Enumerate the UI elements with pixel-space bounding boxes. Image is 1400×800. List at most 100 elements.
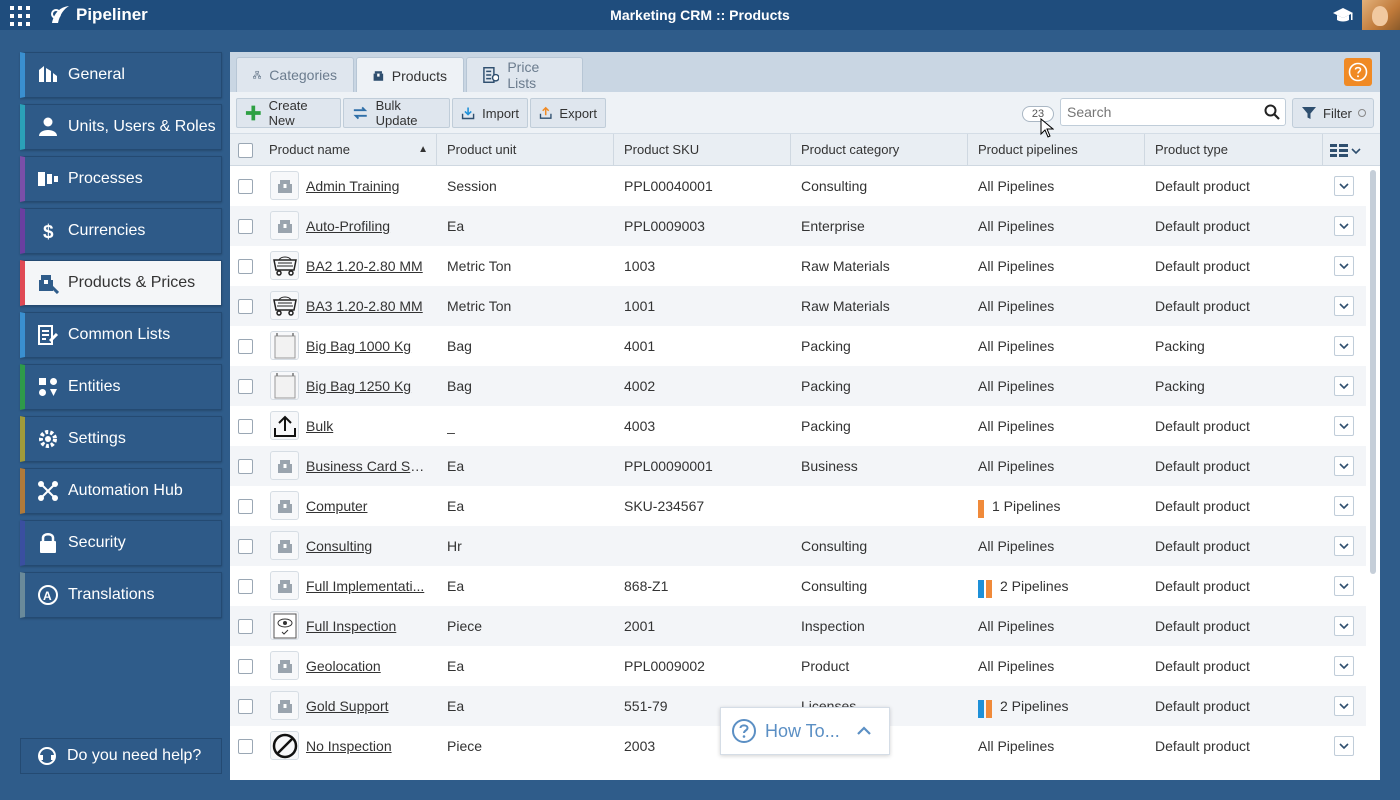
row-checkbox[interactable]: [238, 339, 253, 354]
table-row[interactable]: BA3 1.20-2.80 MM Metric Ton 1001 Raw Materi…: [230, 286, 1366, 326]
sidebar-item-general[interactable]: General: [20, 52, 222, 98]
product-name-link[interactable]: Geolocation: [306, 658, 381, 674]
row-actions-dropdown[interactable]: [1334, 176, 1354, 196]
product-name-link[interactable]: Full Inspection: [306, 618, 397, 634]
product-name-link[interactable]: Full Implementati...: [306, 578, 425, 594]
sidebar-item-automation-hub[interactable]: Automation Hub: [20, 468, 222, 514]
row-actions-dropdown[interactable]: [1334, 536, 1354, 556]
search-input[interactable]: [1060, 98, 1286, 126]
row-actions-dropdown[interactable]: [1334, 656, 1354, 676]
table-row[interactable]: Bulk _ 4003 Packing All Pipelines Default pro…: [230, 406, 1366, 446]
pipeliner-logo[interactable]: Pipeliner: [48, 3, 148, 27]
sidebar-item-settings[interactable]: Settings: [20, 416, 222, 462]
row-checkbox[interactable]: [238, 299, 253, 314]
user-avatar[interactable]: [1362, 0, 1400, 30]
chevron-up-icon[interactable]: [856, 726, 872, 736]
table-row[interactable]: Full Implementati... Ea 868-Z1 Consulting 2 …: [230, 566, 1366, 606]
row-checkbox[interactable]: [238, 739, 253, 754]
row-checkbox[interactable]: [238, 459, 253, 474]
table-row[interactable]: Consulting Hr Consulting All Pipelines Defau…: [230, 526, 1366, 566]
row-actions-dropdown[interactable]: [1334, 696, 1354, 716]
sidebar-item-common-lists[interactable]: Common Lists: [20, 312, 222, 358]
product-name-link[interactable]: Gold Support: [306, 698, 389, 714]
product-name-link[interactable]: Big Bag 1250 Kg: [306, 378, 412, 394]
how-to-widget[interactable]: How To...: [720, 707, 890, 755]
column-header-product-unit[interactable]: Product unit: [437, 134, 614, 166]
row-actions-dropdown[interactable]: [1334, 736, 1354, 756]
row-checkbox[interactable]: [238, 619, 253, 634]
row-checkbox[interactable]: [238, 499, 253, 514]
sidebar-item-currencies[interactable]: $ Currencies: [20, 208, 222, 254]
app-grid-icon[interactable]: [10, 6, 30, 26]
table-row[interactable]: Full Inspection Piece 2001 Inspection All Pi…: [230, 606, 1366, 646]
sidebar-item-products-prices[interactable]: Products & Prices: [20, 260, 222, 306]
row-checkbox[interactable]: [238, 219, 253, 234]
table-row[interactable]: Computer Ea SKU-234567 1 Pipelines Default p…: [230, 486, 1366, 526]
row-actions-dropdown[interactable]: [1334, 296, 1354, 316]
row-checkbox[interactable]: [238, 659, 253, 674]
product-name-link[interactable]: Bulk: [306, 418, 334, 434]
row-checkbox[interactable]: [238, 259, 253, 274]
tab-products[interactable]: Products: [356, 57, 464, 93]
help-question-button[interactable]: [1344, 58, 1372, 86]
search-icon[interactable]: [1264, 104, 1280, 120]
tab-categories[interactable]: Categories: [236, 57, 354, 92]
row-actions-dropdown[interactable]: [1334, 416, 1354, 436]
row-checkbox[interactable]: [238, 579, 253, 594]
row-checkbox[interactable]: [238, 419, 253, 434]
column-header-product-sku[interactable]: Product SKU: [614, 134, 791, 166]
table-row[interactable]: Business Card Sc... Ea PPL00090001 Business…: [230, 446, 1366, 486]
bulk-update-button[interactable]: Bulk Update: [343, 98, 450, 128]
import-button[interactable]: Import: [452, 98, 528, 128]
chevron-down-icon: [1339, 423, 1349, 430]
column-chooser-button[interactable]: [1330, 142, 1364, 160]
row-actions-dropdown[interactable]: [1334, 336, 1354, 356]
row-checkbox[interactable]: [238, 699, 253, 714]
product-name-link[interactable]: BA3 1.20-2.80 MM: [306, 298, 423, 314]
table-row[interactable]: Admin Training Session PPL00040001 Consulti…: [230, 166, 1366, 206]
product-name-link[interactable]: Business Card Sc...: [306, 458, 426, 474]
row-actions-dropdown[interactable]: [1334, 456, 1354, 476]
row-actions-dropdown[interactable]: [1334, 376, 1354, 396]
tab-price-lists[interactable]: Price Lists: [466, 57, 583, 92]
graduation-cap-icon[interactable]: [1332, 5, 1354, 25]
row-actions-dropdown[interactable]: [1334, 616, 1354, 636]
product-name-link[interactable]: Auto-Profiling: [306, 218, 391, 234]
product-name-link[interactable]: No Inspection: [306, 738, 392, 754]
export-button[interactable]: Export: [530, 98, 606, 128]
row-checkbox[interactable]: [238, 179, 253, 194]
row-actions-dropdown[interactable]: [1334, 496, 1354, 516]
row-checkbox[interactable]: [238, 539, 253, 554]
sidebar-item-security[interactable]: Security: [20, 520, 222, 566]
product-name-link[interactable]: Admin Training: [306, 178, 400, 194]
row-actions-dropdown[interactable]: [1334, 576, 1354, 596]
sidebar-item-units-users-roles[interactable]: Units, Users & Roles: [20, 104, 222, 150]
product-name-link[interactable]: Big Bag 1000 Kg: [306, 338, 412, 354]
column-header-product-pipelines[interactable]: Product pipelines: [968, 134, 1145, 166]
filter-button[interactable]: Filter: [1292, 98, 1374, 128]
product-name-link[interactable]: Consulting: [306, 538, 373, 554]
column-header-product-type[interactable]: Product type: [1145, 134, 1323, 166]
product-image: [270, 651, 299, 680]
help-button[interactable]: Do you need help?: [20, 738, 222, 774]
product-name-link[interactable]: Computer: [306, 498, 368, 514]
table-row[interactable]: Big Bag 1000 Kg Bag 4001 Packing All Pipelin…: [230, 326, 1366, 366]
row-checkbox[interactable]: [238, 379, 253, 394]
create-new-button[interactable]: Create New: [236, 98, 341, 128]
sidebar-item-entities[interactable]: Entities: [20, 364, 222, 410]
product-name-link[interactable]: BA2 1.20-2.80 MM: [306, 258, 423, 274]
column-header-product-category[interactable]: Product category: [791, 134, 968, 166]
table-row[interactable]: Geolocation Ea PPL0009002 Product All Pipeli…: [230, 646, 1366, 686]
column-header-product-name[interactable]: Product name ▲: [259, 134, 437, 166]
table-row[interactable]: Big Bag 1250 Kg Bag 4002 Packing All Pipelin…: [230, 366, 1366, 406]
table-row[interactable]: BA2 1.20-2.80 MM Metric Ton 1003 Raw Materi…: [230, 246, 1366, 286]
table-row[interactable]: Auto-Profiling Ea PPL0009003 Enterprise All …: [230, 206, 1366, 246]
table-row[interactable]: No Inspection Piece 2003 All Pipelines Defau…: [230, 726, 1366, 766]
sidebar-item-processes[interactable]: Processes: [20, 156, 222, 202]
vertical-scrollbar[interactable]: [1370, 170, 1376, 574]
select-all-checkbox[interactable]: [238, 143, 253, 158]
product-pipelines-cell: All Pipelines: [978, 326, 1138, 366]
row-actions-dropdown[interactable]: [1334, 256, 1354, 276]
sidebar-item-translations[interactable]: A Translations: [20, 572, 222, 618]
row-actions-dropdown[interactable]: [1334, 216, 1354, 236]
